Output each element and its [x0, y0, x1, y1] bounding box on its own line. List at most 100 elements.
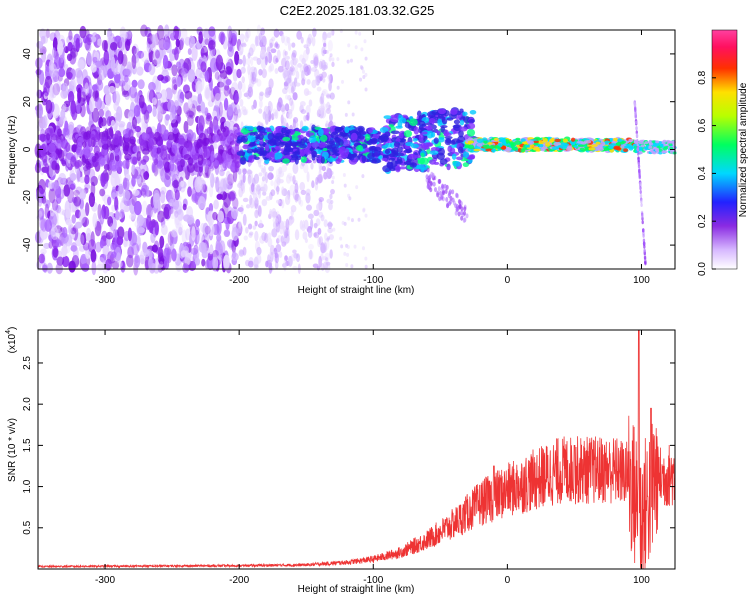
spectrogram-cell	[342, 139, 351, 147]
spectrogram-cell	[313, 56, 319, 69]
spectrogram-cell	[640, 199, 643, 204]
spectrogram-cell	[317, 173, 324, 184]
spectrogram-cell	[82, 141, 87, 148]
spectrogram-cell	[427, 124, 432, 132]
spectrogram-cell	[161, 132, 169, 142]
spectrogram-cell	[216, 219, 222, 236]
x-tick-label: 0	[505, 275, 511, 286]
spectrogram-cell	[434, 187, 438, 193]
spectrogram-cell	[157, 74, 164, 81]
spectrogram-cell	[191, 226, 196, 242]
spectrogram-cell	[158, 257, 165, 265]
spectrogram-cell	[177, 137, 186, 145]
y-tick-label: 0.5	[22, 520, 33, 534]
spectrogram-cell	[287, 42, 292, 51]
spectrogram-cell	[35, 57, 43, 69]
spectrogram-cell	[268, 165, 275, 172]
spectrogram-cell	[313, 222, 318, 229]
spectrogram-cell	[208, 202, 214, 213]
spectrogram-cell	[114, 196, 119, 211]
snr-series-line	[38, 330, 675, 569]
spectrogram-cell	[46, 133, 51, 141]
spectrogram-cell	[345, 263, 349, 268]
spectrogram-cell	[190, 247, 199, 255]
spectrogram-cell	[436, 152, 445, 160]
spectrogram-cell	[270, 180, 274, 187]
spectrogram-cell	[267, 172, 274, 180]
spectrogram-cell	[61, 255, 70, 268]
spectrogram-cell	[112, 90, 117, 104]
spectrogram-cell	[155, 147, 162, 154]
spectrogram-cell	[364, 133, 371, 141]
spectrogram-cell	[658, 151, 663, 155]
spectrogram-cell	[651, 140, 656, 144]
spectrogram-cell	[203, 159, 211, 166]
spectrogram-cell	[457, 199, 461, 205]
spectrogram-cell	[254, 35, 259, 47]
spectrogram-cell	[204, 247, 210, 254]
spectrogram-cell	[451, 189, 455, 195]
spectrogram-cell	[154, 221, 160, 236]
spectrogram-cell	[284, 103, 290, 112]
spectrogram-cell	[308, 243, 314, 250]
spectrogram-cell	[92, 56, 98, 63]
spectrogram-cell	[123, 68, 132, 76]
spectrogram-cell	[200, 61, 207, 73]
spectrogram-cell	[458, 203, 462, 209]
spectrogram-cell	[114, 154, 120, 162]
spectrogram-cell	[307, 229, 313, 238]
spectrogram-cell	[146, 43, 152, 53]
spectrogram-cell	[171, 76, 177, 84]
y-tick-label: 40	[22, 48, 33, 60]
spectrogram-cell	[219, 178, 227, 192]
spectrogram-cell	[171, 143, 178, 154]
spectrogram-cell	[283, 149, 290, 157]
spectrogram-cell	[266, 46, 271, 54]
spectrogram-cell	[206, 126, 213, 135]
spectrogram-cell	[105, 258, 112, 271]
spectrogram-cell	[127, 110, 134, 121]
spectrogram-cell	[165, 114, 171, 121]
spectrogram-cell	[306, 112, 310, 121]
spectrogram-cell	[430, 146, 440, 152]
spectrogram-cell	[39, 145, 45, 156]
spectrogram-cell	[233, 93, 240, 104]
spectrogram-cell	[283, 259, 287, 272]
spectrogram-cell	[48, 234, 54, 242]
spectrogram-cell	[173, 90, 179, 103]
spectrogram-cell	[173, 25, 180, 40]
spectrogram-cell	[214, 71, 220, 80]
spectrogram-cell	[46, 262, 53, 274]
spectrogram-cell	[364, 264, 368, 269]
spectrogram-cell	[184, 255, 191, 266]
spectrogram-cell	[468, 118, 475, 124]
spectrogram-cell	[360, 47, 364, 52]
spectrogram-cell	[68, 80, 75, 92]
spectrogram-cell	[133, 166, 142, 180]
spectrogram-cell	[133, 104, 141, 117]
spectrogram-cell	[412, 138, 418, 142]
spectrogram-cell	[38, 207, 45, 220]
spectrogram-cell	[107, 196, 112, 206]
spectrogram-cell	[119, 209, 125, 219]
spectrogram-cell	[562, 138, 568, 143]
colorbar-tick-label: 0.2	[697, 214, 708, 228]
spectrogram-cell	[35, 68, 42, 76]
spectrogram-cell	[454, 210, 458, 216]
spectrogram-cell	[459, 119, 465, 126]
spectrogram-cell	[253, 67, 258, 79]
spectrogram-cell	[640, 144, 645, 148]
spectrogram-cell	[327, 74, 331, 83]
spectrogram-cell	[604, 140, 610, 144]
spectrogram-cell	[299, 54, 304, 62]
spectrogram-cell	[101, 230, 108, 242]
spectrogram-cell	[156, 24, 165, 41]
spectrogram-cell	[360, 66, 364, 71]
spectrogram-cell	[303, 44, 309, 49]
spectrogram-cell	[275, 174, 281, 184]
spectrogram-cell	[344, 126, 350, 134]
spectrogram-cell	[648, 142, 653, 146]
spectrogram-cell	[181, 229, 187, 244]
spectrogram-cell	[269, 63, 275, 72]
spectrogram-cell	[443, 132, 452, 137]
